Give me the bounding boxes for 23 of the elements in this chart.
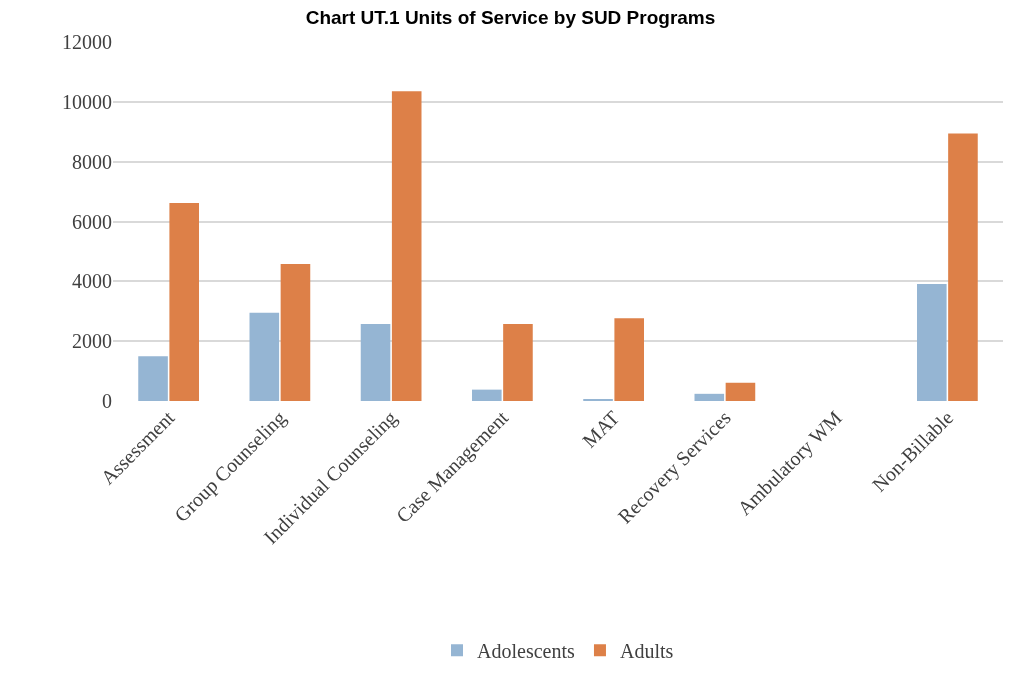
bar	[694, 393, 725, 401]
y-tick-label: 10000	[62, 90, 112, 113]
y-tick-label: 12000	[62, 31, 112, 53]
bar	[360, 324, 391, 401]
bar	[472, 389, 502, 401]
chart-title: Chart UT.1 Units of Service by SUD Programs	[305, 6, 716, 28]
y-tick-label: 8000	[72, 150, 112, 173]
bar	[917, 284, 947, 401]
bar	[948, 133, 978, 401]
y-tick-label: 6000	[72, 210, 112, 233]
legend-label: Adolescents	[477, 640, 575, 663]
y-tick-label: 0	[102, 390, 112, 412]
y-tick-label: 2000	[72, 330, 112, 353]
bar	[280, 263, 311, 401]
bar	[138, 356, 168, 401]
bar	[391, 91, 422, 401]
bar	[614, 318, 644, 401]
bar	[249, 312, 280, 401]
y-tick-label: 4000	[72, 270, 112, 293]
bar	[169, 202, 199, 401]
legend-label: Adults	[619, 640, 674, 663]
bar	[725, 382, 756, 401]
bar	[503, 324, 533, 401]
